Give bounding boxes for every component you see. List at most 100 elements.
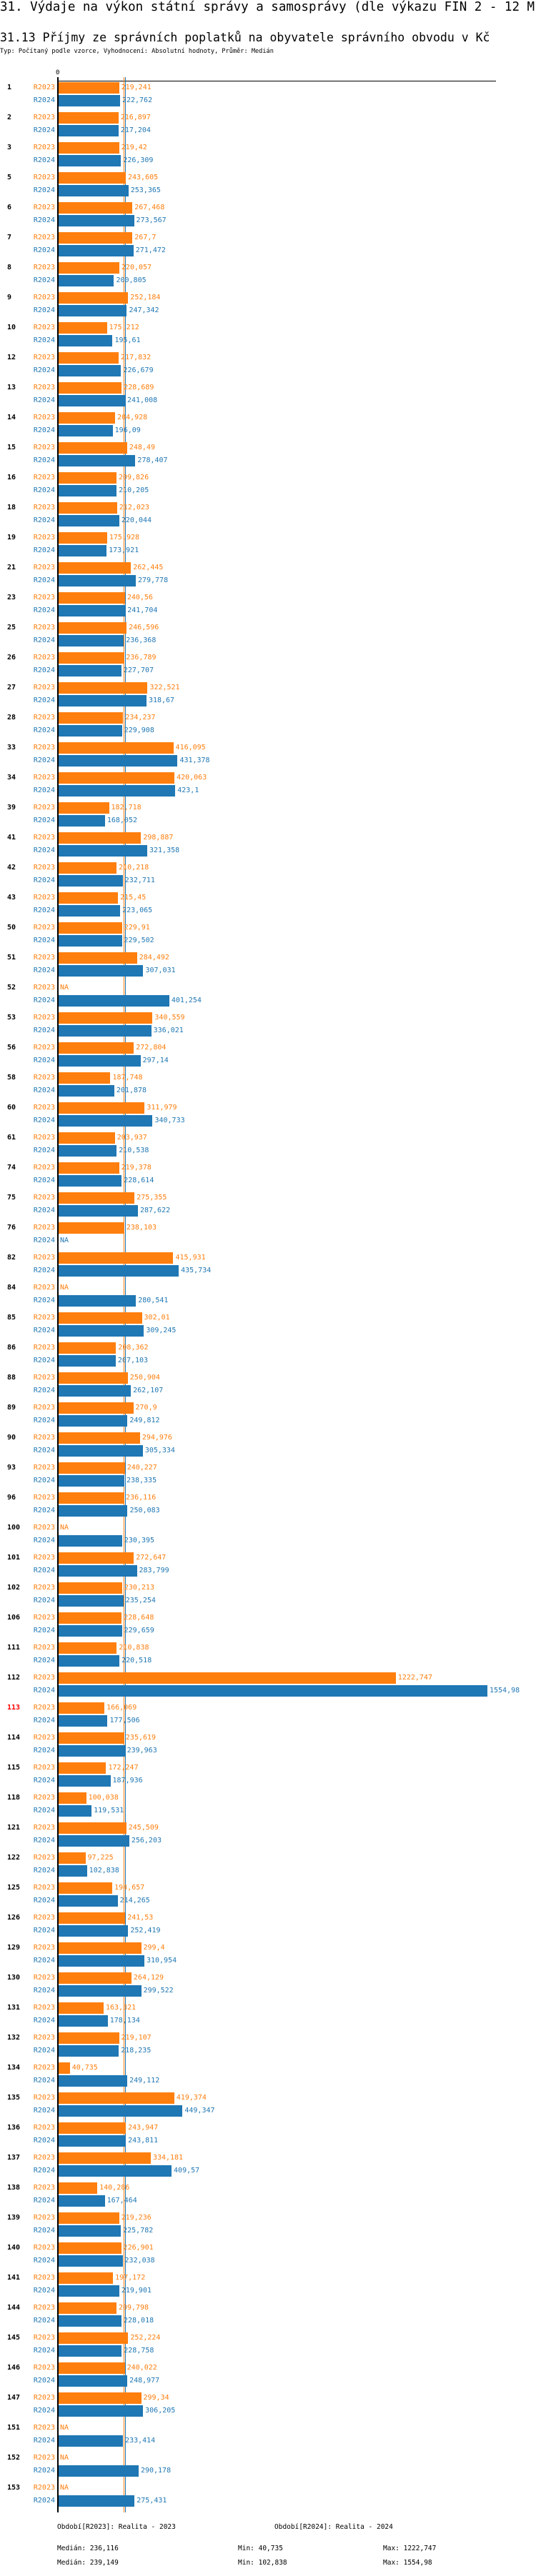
value-label: 100,038 <box>88 1794 119 1802</box>
value-label: 212,023 <box>119 504 149 511</box>
bar-r2024 <box>59 695 147 707</box>
value-label: 220,518 <box>121 1657 152 1664</box>
series-label: R2024 <box>33 2467 55 2475</box>
category-label: 145 <box>7 2334 21 2342</box>
value-label: 307,031 <box>145 967 176 974</box>
category-label: 43 <box>7 894 16 902</box>
series-label: R2023 <box>33 1074 55 1082</box>
bar-r2023 <box>59 1882 113 1894</box>
value-label: 311,979 <box>147 1104 177 1112</box>
series-label: R2024 <box>33 1117 55 1124</box>
value-label: 246,596 <box>129 624 159 631</box>
value-label: 175,928 <box>109 534 140 541</box>
legend-r2023: Období[R2023]: Realita - 2023 <box>57 2523 176 2531</box>
series-label: R2024 <box>33 546 55 554</box>
value-label: 273,567 <box>136 216 167 224</box>
series-label: R2024 <box>33 2377 55 2385</box>
chart-title: 31.13 Příjmy ze správních poplatků na ob… <box>0 31 490 44</box>
bar-r2024 <box>59 2075 128 2087</box>
value-label: 236,368 <box>126 636 157 644</box>
bar-r2024 <box>59 2015 108 2027</box>
value-label: 297,14 <box>142 1057 169 1064</box>
category-label: 146 <box>7 2364 21 2372</box>
value-label: 210,838 <box>119 1644 149 1652</box>
series-label: R2024 <box>33 757 55 764</box>
value-label: 219,42 <box>121 144 147 151</box>
series-label: R2024 <box>33 847 55 854</box>
series-label: R2024 <box>33 967 55 974</box>
bar-r2023 <box>59 1732 124 1744</box>
bar-r2024 <box>59 785 176 797</box>
bar-r2024 <box>59 395 125 406</box>
category-label: 90 <box>7 1434 16 1442</box>
bar-r2024 <box>59 995 169 1007</box>
series-label: R2024 <box>33 486 55 494</box>
bar-r2024 <box>59 1535 122 1547</box>
value-label: 262,107 <box>133 1387 164 1394</box>
bar-r2023 <box>59 502 117 514</box>
category-label: 93 <box>7 1464 16 1472</box>
series-label: R2024 <box>33 366 55 374</box>
series-label: R2023 <box>33 324 55 331</box>
bar-r2023 <box>59 1552 134 1564</box>
value-label: 267,7 <box>134 234 157 241</box>
series-label: R2023 <box>33 1584 55 1592</box>
bar-r2023 <box>59 1102 145 1114</box>
series-label: R2024 <box>33 516 55 524</box>
bar-r2023 <box>59 2062 70 2074</box>
bar-r2023 <box>59 1132 115 1144</box>
bar-r2024 <box>59 1805 92 1817</box>
series-label: R2024 <box>33 907 55 914</box>
series-label: R2024 <box>33 1057 55 1064</box>
bar-r2023 <box>59 1972 131 1984</box>
bar-r2023 <box>59 1852 86 1864</box>
na-label: NA <box>60 1237 69 1244</box>
value-label: 178,134 <box>109 2017 140 2025</box>
value-label: 431,378 <box>179 757 210 764</box>
series-label: R2024 <box>33 937 55 944</box>
na-label: NA <box>60 2484 69 2492</box>
value-label: 305,334 <box>144 1447 175 1454</box>
bar-r2024 <box>59 2165 172 2177</box>
series-label: R2024 <box>33 1597 55 1604</box>
bar-r2023 <box>59 742 174 754</box>
bar-r2023 <box>59 1492 124 1504</box>
bar-r2023 <box>59 682 148 694</box>
value-label: 222,762 <box>121 96 153 104</box>
category-label: 86 <box>7 1344 16 1352</box>
category-label: 21 <box>7 564 16 571</box>
bar-r2023 <box>59 2332 129 2344</box>
category-label: 121 <box>7 1824 21 1832</box>
series-label: R2024 <box>33 1297 55 1304</box>
bar-r2024 <box>59 485 117 496</box>
bar-r2023 <box>59 202 133 214</box>
series-label: R2023 <box>33 1314 55 1322</box>
series-label: R2023 <box>33 84 55 91</box>
x-axis-zero-tick: 0 <box>56 69 60 76</box>
value-label: 175,212 <box>109 324 139 331</box>
bar-r2024 <box>59 1835 129 1847</box>
bar-r2024 <box>59 545 107 556</box>
bar-r2023 <box>59 172 126 184</box>
category-label: 41 <box>7 834 16 842</box>
value-label: 272,647 <box>136 1554 167 1562</box>
bar-r2024 <box>59 2315 121 2327</box>
value-label: 416,095 <box>175 744 206 752</box>
series-label: R2024 <box>33 2077 55 2085</box>
category-label: 61 <box>7 1134 16 1142</box>
series-label: R2024 <box>33 997 55 1004</box>
category-label: 39 <box>7 804 16 812</box>
series-label: R2023 <box>33 2064 55 2072</box>
value-label: 435,734 <box>181 1267 212 1274</box>
value-label: 245,509 <box>128 1824 159 1832</box>
value-label: 215,45 <box>120 894 147 902</box>
value-label: 172,247 <box>108 1764 139 1772</box>
series-label: R2023 <box>33 1704 55 1712</box>
series-label: R2023 <box>33 594 55 601</box>
value-label: 196,09 <box>114 426 141 434</box>
series-label: R2023 <box>33 1824 55 1832</box>
series-label: R2024 <box>33 156 55 164</box>
value-label: 322,521 <box>149 684 180 692</box>
value-label: 217,832 <box>121 354 152 361</box>
series-label: R2023 <box>33 1734 55 1742</box>
